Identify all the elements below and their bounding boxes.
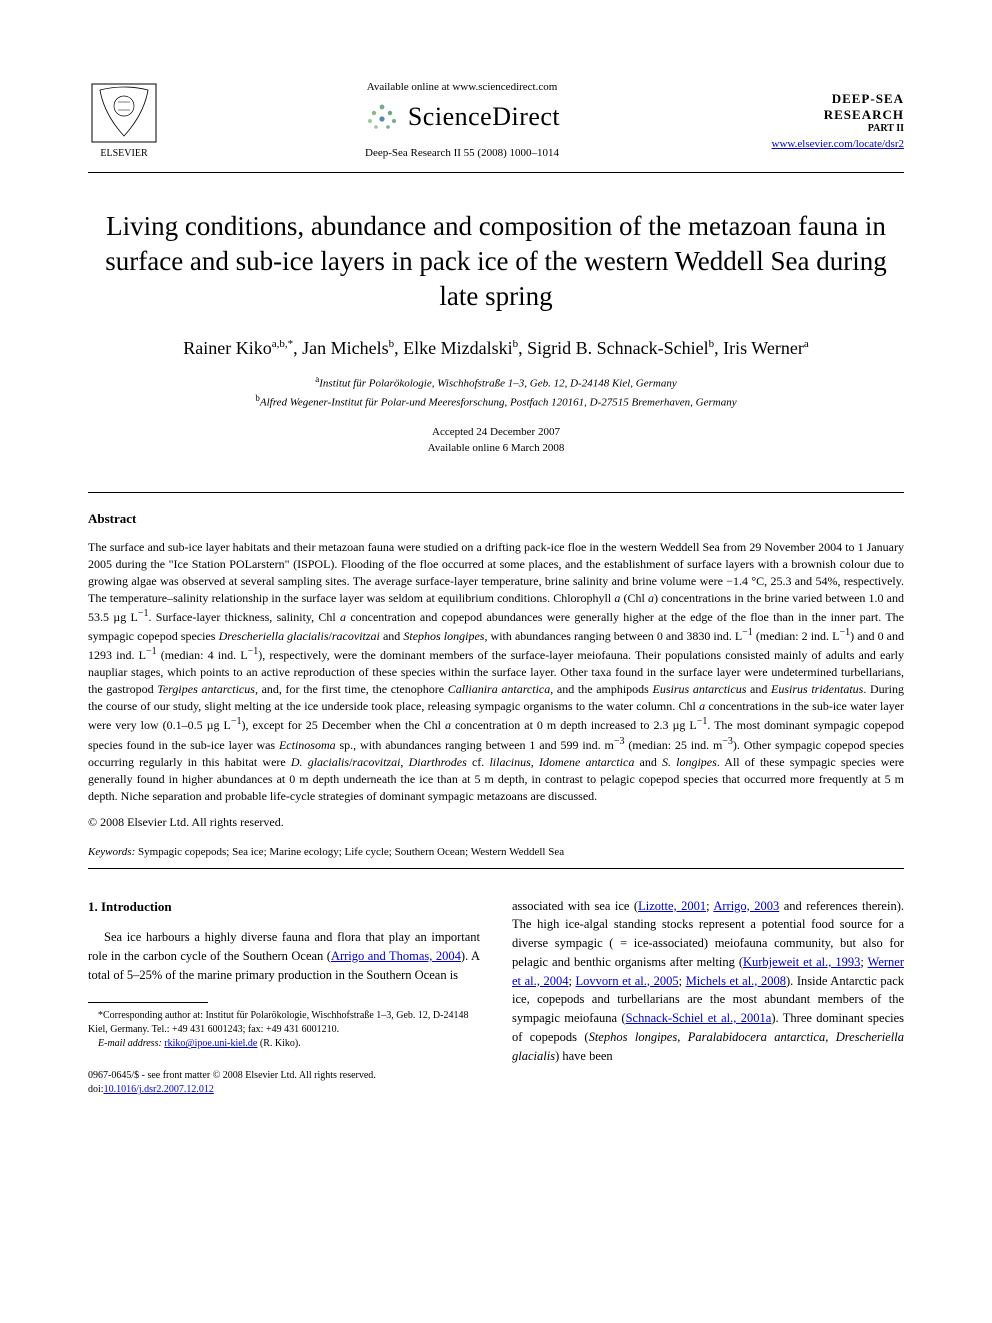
affiliation-a: aInstitut für Polarökologie, Wischhofstr…: [88, 373, 904, 392]
section-1-heading: 1. Introduction: [88, 897, 480, 917]
keywords-line: Keywords: Sympagic copepods; Sea ice; Ma…: [88, 846, 904, 858]
available-online-text: Available online at www.sciencedirect.co…: [160, 81, 764, 93]
keywords-label: Keywords:: [88, 846, 135, 858]
sciencedirect-dots-icon: [364, 101, 400, 133]
doi-block: 0967-0645/$ - see front matter © 2008 El…: [88, 1069, 480, 1097]
abstract-bottom-rule: [88, 868, 904, 869]
ref-link[interactable]: Michels et al., 2008: [686, 974, 786, 988]
email-tail: (R. Kiko).: [257, 1038, 300, 1049]
header-center: Available online at www.sciencedirect.co…: [160, 81, 764, 159]
article-dates: Accepted 24 December 2007 Available onli…: [88, 425, 904, 456]
body-columns: 1. Introduction Sea ice harbours a highl…: [88, 897, 904, 1098]
corresponding-author-footnote: *Corresponding author at: Institut für P…: [88, 1009, 480, 1051]
keywords-text: Sympagic copepods; Sea ice; Marine ecolo…: [138, 846, 564, 858]
locate-url-link[interactable]: www.elsevier.com/locate/dsr2: [764, 138, 904, 150]
ref-link[interactable]: Schnack-Schiel et al., 2001a: [626, 1011, 772, 1025]
ref-link[interactable]: Lovvorn et al., 2005: [576, 974, 679, 988]
journal-logo: DEEP-SEA RESEARCH PART II www.elsevier.c…: [764, 91, 904, 150]
svg-text:ELSEVIER: ELSEVIER: [100, 148, 148, 159]
intro-left-para: Sea ice harbours a highly diverse fauna …: [88, 928, 480, 984]
footnote-separator: [88, 1002, 208, 1003]
intro-right-para: associated with sea ice (Lizotte, 2001; …: [512, 897, 904, 1066]
journal-citation: Deep-Sea Research II 55 (2008) 1000–1014: [160, 147, 764, 159]
corr-author-text: *Corresponding author at: Institut für P…: [88, 1009, 480, 1037]
ref-link[interactable]: Lizotte, 2001: [638, 899, 706, 913]
right-column: associated with sea ice (Lizotte, 2001; …: [512, 897, 904, 1098]
elsevier-logo: ELSEVIER: [88, 80, 160, 160]
online-date: Available online 6 March 2008: [88, 441, 904, 456]
abstract-body: The surface and sub-ice layer habitats a…: [88, 539, 904, 804]
abstract-top-rule: [88, 492, 904, 493]
header-rule: [88, 172, 904, 173]
corr-email-line: E-mail address: rkiko@ipoe.uni-kiel.de (…: [88, 1037, 480, 1051]
author-list: Rainer Kikoa,b,*, Jan Michelsb, Elke Miz…: [88, 338, 904, 359]
email-label: E-mail address:: [98, 1038, 162, 1049]
doi-link[interactable]: 10.1016/j.dsr2.2007.12.012: [104, 1084, 214, 1095]
sciencedirect-logo: ScienceDirect: [160, 101, 764, 133]
affiliations: aInstitut für Polarökologie, Wischhofstr…: [88, 373, 904, 411]
ref-link[interactable]: Arrigo and Thomas, 2004: [331, 949, 461, 963]
front-matter-line: 0967-0645/$ - see front matter © 2008 El…: [88, 1069, 480, 1083]
journal-header: ELSEVIER Available online at www.science…: [88, 80, 904, 160]
corr-email-link[interactable]: rkiko@ipoe.uni-kiel.de: [164, 1038, 257, 1049]
doi-line: doi:10.1016/j.dsr2.2007.12.012: [88, 1083, 480, 1097]
article-title: Living conditions, abundance and composi…: [88, 209, 904, 314]
ref-link[interactable]: Kurbjeweit et al., 1993: [743, 955, 860, 969]
affiliation-b: bAlfred Wegener-Institut für Polar-und M…: [88, 392, 904, 411]
dsr-title-1: DEEP-SEA RESEARCH: [764, 91, 904, 123]
copyright-line: © 2008 Elsevier Ltd. All rights reserved…: [88, 815, 904, 830]
left-column: 1. Introduction Sea ice harbours a highl…: [88, 897, 480, 1098]
dsr-title-2: PART II: [764, 123, 904, 134]
sciencedirect-text: ScienceDirect: [408, 102, 560, 132]
accepted-date: Accepted 24 December 2007: [88, 425, 904, 440]
abstract-heading: Abstract: [88, 511, 904, 527]
ref-link[interactable]: Arrigo, 2003: [713, 899, 779, 913]
